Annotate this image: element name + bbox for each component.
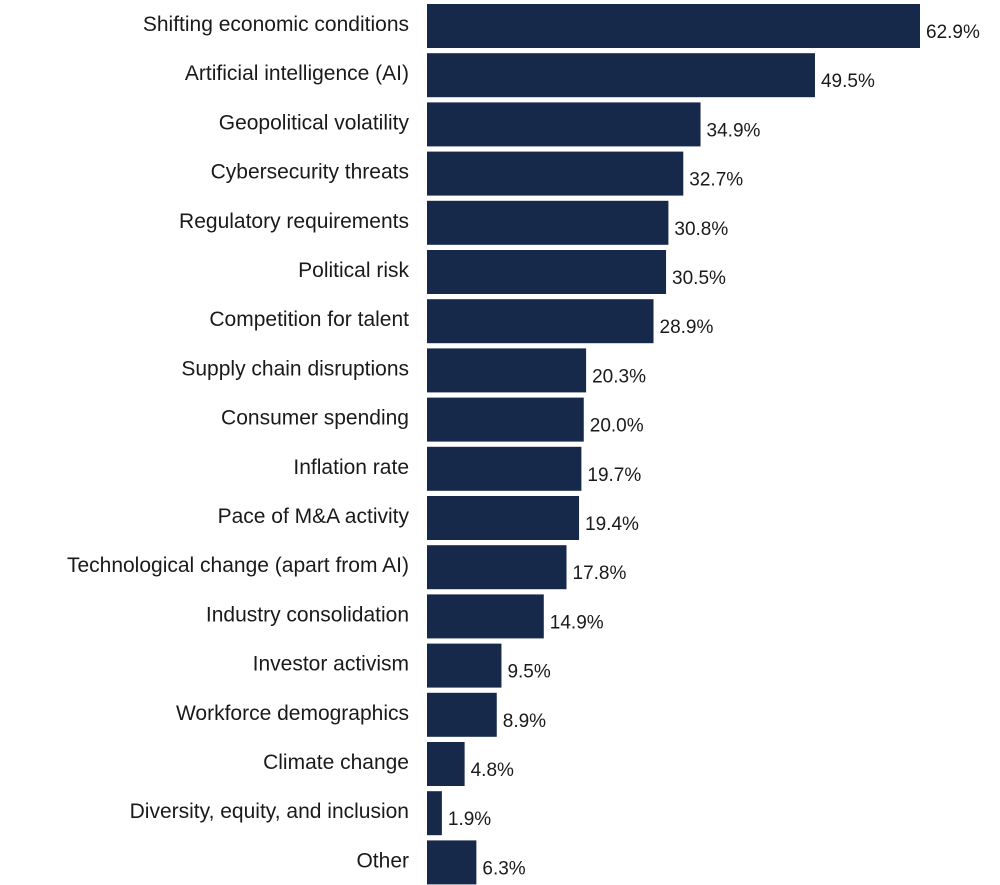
value-label: 17.8% [573, 563, 627, 584]
category-label: Cybersecurity threats [211, 161, 409, 184]
value-label: 20.0% [590, 416, 644, 437]
bar [427, 348, 587, 393]
value-label: 62.9% [926, 22, 980, 43]
bar [427, 545, 567, 590]
value-label: 14.9% [550, 612, 604, 633]
category-label: Artificial intelligence (AI) [185, 62, 409, 85]
bar [427, 594, 544, 639]
value-label: 4.8% [471, 760, 514, 781]
bar [427, 102, 701, 147]
bar [427, 692, 497, 737]
bar [427, 496, 580, 540]
bar [427, 151, 684, 196]
category-label: Supply chain disruptions [181, 357, 409, 380]
category-label: Industry consolidation [206, 603, 409, 626]
value-label: 30.5% [672, 268, 726, 289]
bar [427, 446, 582, 491]
category-label: Investor activism [253, 653, 409, 676]
bar [427, 643, 502, 688]
category-label: Diversity, equity, and inclusion [130, 800, 409, 823]
bar [427, 840, 477, 885]
category-label: Competition for talent [209, 308, 409, 331]
bar [427, 299, 654, 344]
bar [427, 200, 669, 245]
category-label: Inflation rate [293, 456, 409, 479]
value-label: 19.4% [585, 514, 639, 535]
value-label: 6.3% [482, 858, 525, 879]
value-label: 28.9% [660, 317, 714, 338]
value-label: 32.7% [689, 170, 743, 191]
category-label: Political risk [298, 259, 409, 282]
bar [427, 791, 442, 836]
category-label: Consumer spending [221, 407, 409, 430]
value-label: 1.9% [448, 809, 491, 830]
category-label: Other [356, 849, 409, 872]
category-label: Technological change (apart from AI) [67, 554, 409, 577]
value-label: 8.9% [503, 711, 546, 732]
bar [427, 397, 584, 442]
bar [427, 250, 667, 294]
bar [427, 4, 920, 48]
category-label: Climate change [263, 751, 409, 774]
value-label: 20.3% [592, 366, 646, 387]
value-label: 19.7% [587, 465, 641, 486]
bar [427, 742, 465, 786]
category-label: Workforce demographics [176, 702, 409, 725]
value-label: 9.5% [507, 662, 550, 683]
category-label: Geopolitical volatility [219, 111, 410, 134]
value-label: 49.5% [821, 71, 875, 92]
category-label: Regulatory requirements [179, 210, 409, 233]
value-label: 30.8% [674, 219, 728, 240]
value-label: 34.9% [707, 120, 761, 141]
bar [427, 53, 815, 98]
category-label: Shifting economic conditions [143, 13, 409, 36]
category-label: Pace of M&A activity [218, 505, 410, 528]
